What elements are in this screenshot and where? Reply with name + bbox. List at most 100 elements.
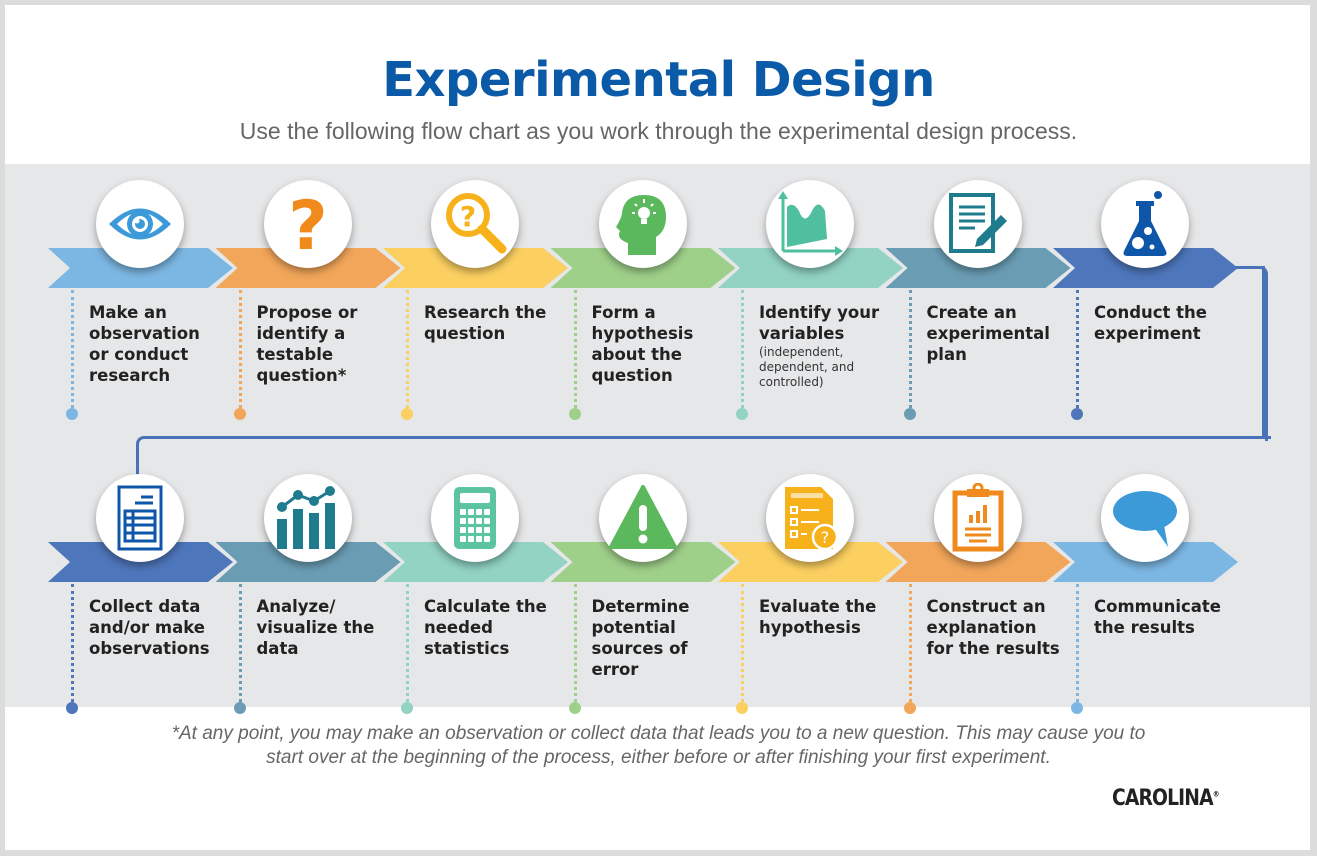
flow-connector-bottom bbox=[136, 436, 1271, 483]
graph-icon bbox=[775, 189, 845, 259]
step-label-text: Create an experimental plan bbox=[926, 303, 1050, 364]
warning-icon bbox=[608, 483, 678, 553]
flow-step: Collect data and/or make observations bbox=[48, 462, 233, 732]
step-icon-circle bbox=[1101, 180, 1189, 268]
endpoint-dot bbox=[736, 408, 748, 420]
dotted-line bbox=[573, 584, 577, 702]
step-icon-circle bbox=[933, 180, 1022, 268]
endpoint-dot bbox=[903, 408, 916, 420]
flow-step: Create an experimental plan bbox=[885, 168, 1071, 438]
step-label-text: Conduct the experiment bbox=[1094, 303, 1207, 343]
flow-step: ? Propose or identify a testable questio… bbox=[215, 168, 401, 438]
flow-step: Communicate the results bbox=[1053, 462, 1238, 732]
footnote: *At any point, you may make an observati… bbox=[0, 722, 1317, 770]
clipboard-chart-icon bbox=[943, 483, 1013, 553]
step-label-text: Identify your variables bbox=[759, 303, 880, 343]
endpoint-dot bbox=[66, 702, 78, 714]
flow-connector-corner bbox=[1262, 266, 1265, 439]
step-label: Communicate the results bbox=[1094, 596, 1229, 638]
step-icon-circle bbox=[96, 474, 184, 562]
dotted-line bbox=[406, 584, 409, 702]
endpoint-dot bbox=[233, 702, 246, 714]
spreadsheet-icon bbox=[105, 483, 175, 553]
step-label: Determine potential sources of error bbox=[592, 596, 727, 680]
flow-step: Determine potential sources of error bbox=[550, 462, 736, 732]
endpoint-dot bbox=[568, 408, 581, 420]
step-label-text: Make an observation or conduct research bbox=[89, 303, 200, 385]
step-label: Collect data and/or make observations bbox=[89, 596, 224, 659]
endpoint-dot bbox=[903, 702, 916, 714]
flow-step: Identify your variables (independent, de… bbox=[718, 168, 903, 438]
dotted-line bbox=[71, 584, 74, 702]
step-label: Form a hypothesis about the question bbox=[592, 302, 727, 386]
carolina-logo: CAROLINA® bbox=[1112, 786, 1219, 811]
step-label-text: Collect data and/or make observations bbox=[89, 597, 210, 658]
document-pencil-icon bbox=[943, 189, 1013, 259]
step-label-text: Calculate the needed statistics bbox=[424, 597, 547, 658]
dotted-line bbox=[238, 584, 242, 702]
flow-step: Form a hypothesis about the question bbox=[550, 168, 736, 438]
head-lightbulb-icon bbox=[608, 189, 678, 259]
step-icon-circle bbox=[431, 474, 519, 562]
step-icon-circle: ? bbox=[263, 180, 352, 268]
dotted-line bbox=[908, 290, 912, 408]
step-label: Identify your variables (independent, de… bbox=[759, 302, 894, 390]
calculator-icon bbox=[440, 483, 510, 553]
step-label: Analyze/ visualize the data bbox=[257, 596, 392, 659]
dotted-line bbox=[1076, 290, 1079, 408]
question-mark-icon: ? bbox=[273, 189, 343, 259]
footnote-line-2: start over at the beginning of the proce… bbox=[266, 747, 1051, 768]
step-icon-circle: ? bbox=[766, 474, 854, 562]
step-icon-circle bbox=[1101, 474, 1189, 562]
svg-text:?: ? bbox=[821, 528, 830, 547]
svg-text:?: ? bbox=[460, 200, 476, 233]
dotted-line bbox=[71, 290, 74, 408]
magnifier-question-icon: ? bbox=[440, 189, 510, 259]
eye-icon bbox=[105, 189, 175, 259]
step-label-text: Research the question bbox=[424, 303, 547, 343]
flow-step: ? Research the question bbox=[383, 168, 568, 438]
dotted-line bbox=[406, 290, 409, 408]
endpoint-dot bbox=[1071, 702, 1083, 714]
flow-step: Make an observation or conduct research bbox=[48, 168, 233, 438]
flow-connector-right bbox=[1232, 266, 1268, 441]
bar-line-chart-icon bbox=[273, 483, 343, 553]
step-label-text: Determine potential sources of error bbox=[591, 597, 690, 679]
dotted-line bbox=[741, 584, 744, 702]
step-label-text: Propose or identify a testable question* bbox=[256, 303, 358, 385]
endpoint-dot bbox=[736, 702, 748, 714]
dotted-line bbox=[741, 290, 744, 408]
step-icon-circle bbox=[598, 474, 687, 562]
step-label: Research the question bbox=[424, 302, 559, 344]
flow-step: Analyze/ visualize the data bbox=[215, 462, 401, 732]
step-sublabel: (independent, dependent, and controlled) bbox=[759, 345, 855, 389]
endpoint-dot bbox=[568, 702, 581, 714]
checklist-question-icon: ? bbox=[775, 483, 845, 553]
page-subtitle: Use the following flow chart as you work… bbox=[239, 118, 1078, 144]
dotted-line bbox=[1076, 584, 1079, 702]
step-label-text: Form a hypothesis about the question bbox=[591, 303, 694, 385]
flow-step: Conduct the experiment bbox=[1053, 168, 1238, 438]
flask-icon bbox=[1110, 189, 1180, 259]
page-title: Experimental Design bbox=[382, 52, 935, 108]
flow-step: ? Evaluate the hypothesis bbox=[718, 462, 903, 732]
flow-step: Construct an explanation for the results bbox=[885, 462, 1071, 732]
step-icon-circle bbox=[96, 180, 184, 268]
step-label-text: Construct an explanation for the results bbox=[926, 597, 1060, 658]
flow-row-2: Collect data and/or make observations An… bbox=[0, 462, 1317, 752]
registered-mark: ® bbox=[1212, 789, 1220, 799]
endpoint-dot bbox=[401, 408, 413, 420]
step-icon-circle: ? bbox=[431, 180, 519, 268]
endpoint-dot bbox=[233, 408, 246, 420]
endpoint-dot bbox=[1071, 408, 1083, 420]
flow-row-1: Make an observation or conduct research … bbox=[0, 168, 1317, 458]
endpoint-dot bbox=[66, 408, 78, 420]
step-icon-circle bbox=[933, 474, 1022, 562]
dotted-line bbox=[573, 290, 577, 408]
step-label: Evaluate the hypothesis bbox=[759, 596, 894, 638]
step-label: Create an experimental plan bbox=[927, 302, 1062, 365]
step-label: Calculate the needed statistics bbox=[424, 596, 559, 659]
step-label: Propose or identify a testable question* bbox=[257, 302, 392, 386]
step-label: Make an observation or conduct research bbox=[89, 302, 224, 386]
step-label-text: Communicate the results bbox=[1094, 597, 1221, 637]
